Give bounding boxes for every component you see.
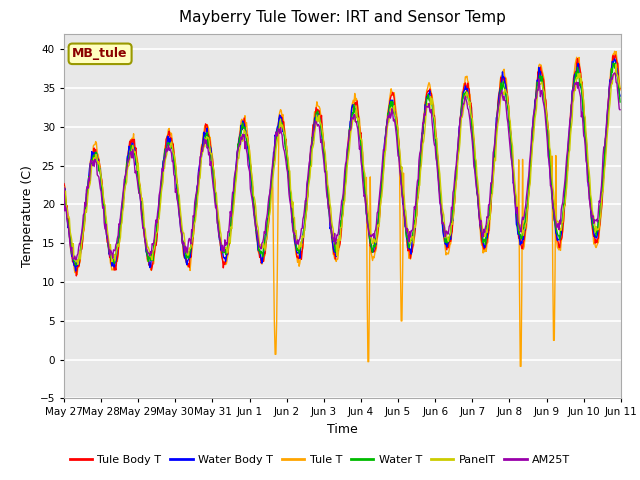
Line: PanelT: PanelT (64, 64, 620, 264)
PanelT (427, 94, 435, 99)
Tule T (516, 363, 524, 369)
Water Body T (70, 263, 78, 268)
Tule Body T (185, 261, 193, 266)
AM25T (128, 155, 136, 161)
Water Body T (214, 223, 221, 228)
AM25T (616, 107, 624, 113)
Line: Tule Body T: Tule Body T (64, 55, 620, 276)
Line: Tule T: Tule T (64, 51, 620, 366)
Tule T (410, 243, 417, 249)
PanelT (60, 184, 68, 190)
Water T (60, 185, 68, 191)
PanelT (616, 85, 624, 91)
Water Body T (410, 228, 418, 234)
PanelT (214, 208, 221, 214)
PanelT (612, 61, 620, 67)
AM25T (611, 70, 618, 76)
Water T (70, 258, 78, 264)
Water T (410, 218, 418, 224)
Water T (185, 255, 193, 261)
Line: AM25T: AM25T (64, 73, 620, 260)
Water Body T (427, 101, 435, 107)
X-axis label: Time: Time (327, 423, 358, 436)
Tule Body T (214, 217, 221, 223)
AM25T (60, 184, 68, 190)
PanelT (185, 252, 193, 258)
Water Body T (72, 268, 79, 274)
Water Body T (128, 140, 136, 146)
Tule T (426, 82, 434, 87)
AM25T (185, 238, 193, 243)
PanelT (70, 256, 78, 262)
Line: Water T: Water T (64, 63, 620, 265)
Water Body T (616, 93, 624, 99)
AM25T (427, 110, 435, 116)
Water Body T (611, 56, 618, 62)
Water T (72, 262, 79, 268)
Tule T (60, 179, 68, 184)
Water Body T (185, 257, 193, 263)
Tule T (616, 87, 624, 93)
Tule Body T (612, 52, 620, 58)
Water Body T (60, 188, 68, 193)
Line: Water Body T: Water Body T (64, 59, 620, 271)
Tule T (611, 48, 618, 54)
Y-axis label: Temperature (C): Temperature (C) (21, 165, 34, 267)
Tule Body T (427, 90, 435, 96)
Water T (427, 95, 435, 101)
Tule T (70, 264, 78, 270)
Water T (612, 60, 620, 66)
Tule Body T (410, 234, 418, 240)
Tule Body T (128, 139, 136, 145)
PanelT (74, 262, 82, 267)
AM25T (72, 257, 79, 263)
Title: Mayberry Tule Tower: IRT and Sensor Temp: Mayberry Tule Tower: IRT and Sensor Temp (179, 11, 506, 25)
Text: MB_tule: MB_tule (72, 48, 128, 60)
AM25T (70, 256, 78, 262)
Tule Body T (60, 181, 68, 187)
Tule Body T (72, 273, 80, 279)
Water T (214, 221, 221, 227)
Legend: Tule Body T, Water Body T, Tule T, Water T, PanelT, AM25T: Tule Body T, Water Body T, Tule T, Water… (65, 451, 575, 469)
Tule Body T (70, 262, 78, 267)
Water T (616, 99, 624, 105)
Tule T (213, 212, 221, 217)
AM25T (214, 222, 221, 228)
Tule T (184, 264, 191, 270)
Water T (128, 145, 136, 151)
AM25T (410, 204, 418, 210)
Tule T (127, 137, 135, 143)
Tule Body T (616, 86, 624, 92)
PanelT (128, 146, 136, 152)
PanelT (410, 222, 418, 228)
